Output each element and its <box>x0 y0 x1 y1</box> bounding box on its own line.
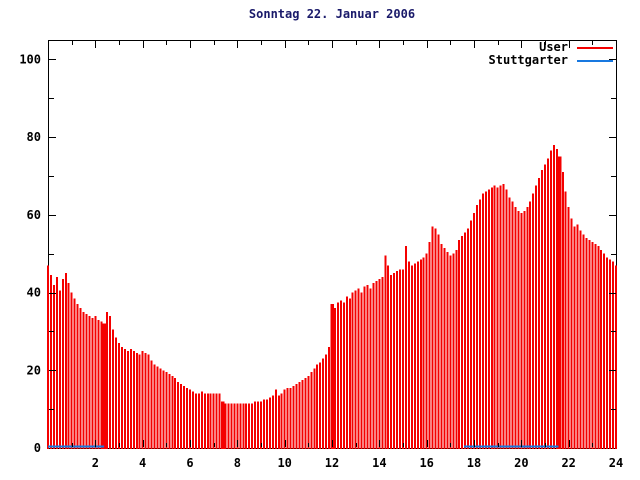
y-tick-label: 0 <box>34 441 41 455</box>
legend-item-user: User <box>489 41 613 54</box>
y-axis-tick-labels: 0 20 40 60 80 100 <box>19 52 41 455</box>
axis-ticks <box>49 41 616 447</box>
x-axis-tick-labels: 2 4 6 8 10 12 14 16 18 20 22 24 <box>92 456 624 470</box>
x-tick-label: 16 <box>419 456 433 470</box>
legend-swatch-user-line <box>577 46 613 49</box>
chart-title: Sonntag 22. Januar 2006 <box>248 7 416 21</box>
user-impulses-series <box>47 144 617 449</box>
legend-item-stuttgarter: Stuttgarter <box>489 54 613 67</box>
x-tick-label: 22 <box>561 456 575 470</box>
x-tick-label: 4 <box>139 456 146 470</box>
y-tick-label: 100 <box>19 52 41 66</box>
x-tick-label: 6 <box>186 456 193 470</box>
x-tick-label: 12 <box>325 456 339 470</box>
x-tick-label: 20 <box>514 456 528 470</box>
legend: User Stuttgarter <box>489 41 613 67</box>
x-tick-label: 8 <box>234 456 241 470</box>
x-tick-label: 18 <box>467 456 481 470</box>
legend-label-stuttgarter: Stuttgarter <box>488 53 568 67</box>
y-tick-label: 60 <box>27 208 41 222</box>
x-tick-label: 14 <box>372 456 386 470</box>
x-tick-label: 2 <box>92 456 99 470</box>
user-impulses-highlighted <box>102 156 562 449</box>
legend-label-user: User <box>539 40 568 54</box>
y-tick-label: 20 <box>27 363 41 377</box>
legend-swatch-stuttgarter-line <box>577 59 613 62</box>
x-tick-label: 24 <box>609 456 623 470</box>
y-tick-label: 80 <box>27 130 41 144</box>
x-tick-label: 10 <box>277 456 291 470</box>
y-tick-label: 40 <box>27 286 41 300</box>
